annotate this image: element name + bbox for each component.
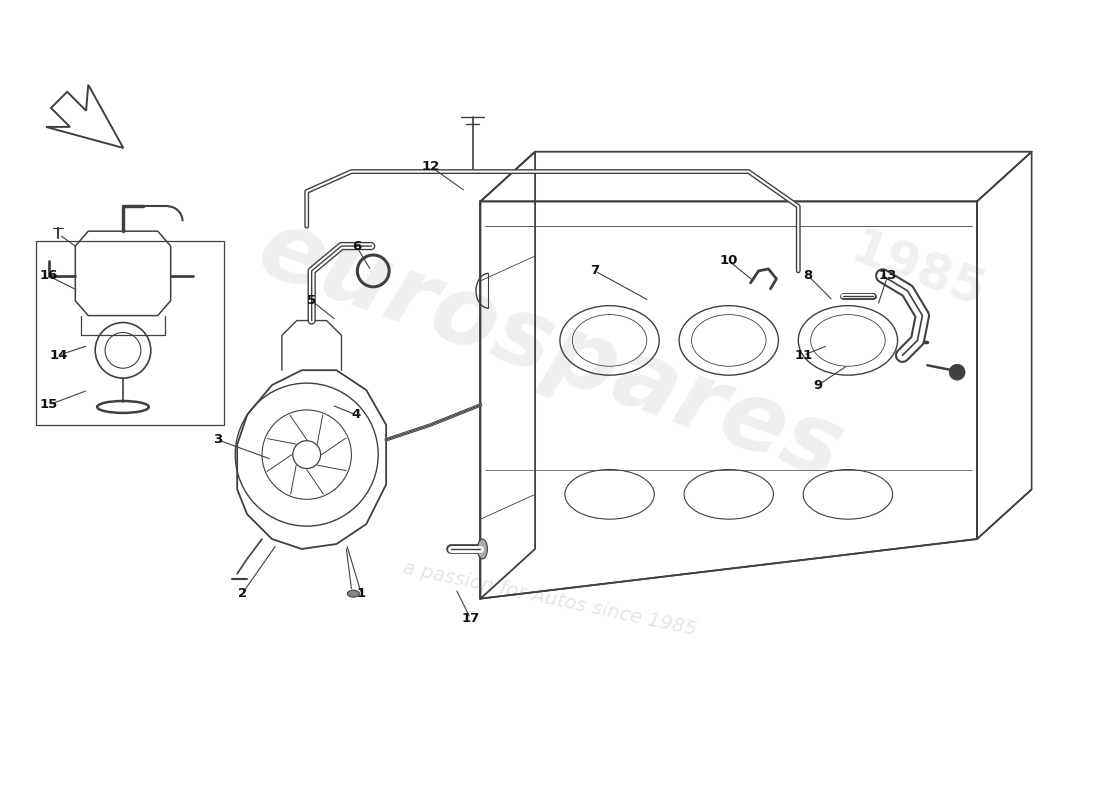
Text: 15: 15 [40, 398, 57, 411]
Text: 14: 14 [50, 349, 67, 362]
Text: 3: 3 [212, 434, 222, 446]
Text: 13: 13 [879, 270, 896, 282]
Circle shape [949, 364, 965, 380]
Text: 5: 5 [307, 294, 316, 307]
Ellipse shape [348, 590, 360, 597]
Ellipse shape [477, 539, 487, 559]
Text: 7: 7 [590, 265, 600, 278]
Text: 17: 17 [461, 612, 480, 625]
Text: 6: 6 [352, 239, 361, 253]
Text: 2: 2 [238, 587, 246, 600]
Text: 10: 10 [719, 254, 738, 267]
Text: 9: 9 [814, 378, 823, 392]
Bar [35, 241, 224, 425]
Text: 1: 1 [356, 587, 366, 600]
Text: 16: 16 [40, 270, 57, 282]
Text: 11: 11 [794, 349, 813, 362]
Text: eurospares: eurospares [245, 202, 855, 499]
Text: a passion for Autos since 1985: a passion for Autos since 1985 [402, 558, 698, 639]
Text: 12: 12 [421, 160, 440, 173]
Text: 8: 8 [804, 270, 813, 282]
Text: 1985: 1985 [844, 225, 991, 318]
Text: 4: 4 [352, 408, 361, 422]
